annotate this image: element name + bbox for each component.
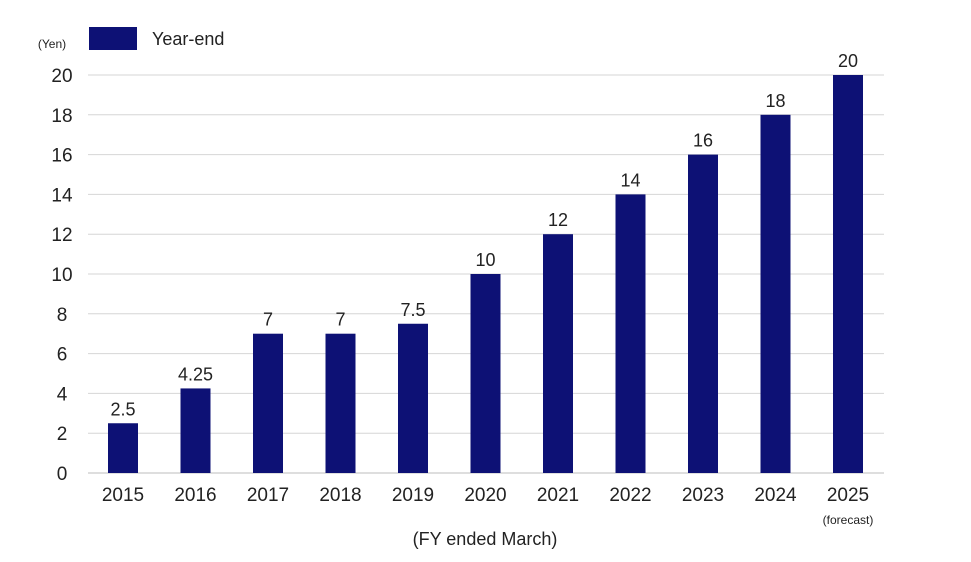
y-tick-label: 18 (51, 106, 72, 127)
x-tick-label: 2017 (247, 485, 289, 506)
y-tick-label: 4 (57, 384, 68, 405)
y-tick-label: 20 (51, 66, 72, 87)
x-tick-label: 2022 (609, 485, 651, 506)
data-label: 18 (765, 91, 785, 111)
data-label: 20 (838, 51, 858, 71)
data-label: 2.5 (110, 399, 135, 419)
x-tick-label: 2016 (174, 485, 216, 506)
bar (180, 388, 211, 473)
x-tick-label: 2024 (754, 485, 797, 506)
y-tick-label: 12 (51, 225, 72, 246)
y-tick-label: 8 (57, 305, 68, 326)
bar (615, 194, 646, 473)
x-axis-title: (FY ended March) (413, 529, 558, 549)
y-tick-label: 10 (51, 265, 72, 286)
x-tick-label: 2025 (827, 485, 869, 506)
data-label: 7.5 (400, 300, 425, 320)
x-tick-label: 2020 (464, 485, 506, 506)
x-tick-label: 2021 (537, 485, 579, 506)
x-tick-labels: 2015 2016 2017 2018 2019 2020 2021 2022 2023 2024… (102, 485, 873, 527)
data-label: 16 (693, 131, 713, 151)
y-tick-label: 14 (51, 185, 73, 206)
y-tick-label: 16 (51, 146, 72, 167)
data-label: 10 (475, 250, 495, 270)
x-tick-label: 2018 (319, 485, 361, 506)
bars (108, 75, 863, 474)
x-tick-note: (forecast) (823, 513, 874, 527)
bar (325, 333, 356, 473)
bar (688, 154, 718, 473)
bar (108, 423, 138, 473)
bar (470, 274, 501, 473)
y-axis-label: (Yen) (38, 37, 66, 51)
bar (253, 333, 283, 473)
bar (543, 234, 573, 473)
legend-swatch (89, 27, 137, 50)
data-label: 7 (335, 310, 345, 330)
bar (833, 75, 863, 473)
data-label: 7 (263, 310, 273, 330)
y-tick-label: 6 (57, 345, 68, 366)
data-label: 4.25 (178, 364, 213, 384)
x-tick-label: 2015 (102, 485, 144, 506)
legend-label: Year-end (152, 29, 224, 49)
bar (760, 114, 791, 474)
data-labels: 2.5 4.25 7 7 7.5 10 12 14 16 18 20 (110, 51, 858, 419)
y-tick-label: 2 (57, 424, 68, 445)
x-tick-label: 2019 (392, 485, 434, 506)
bar (398, 323, 428, 473)
y-tick-labels: 0 2 4 6 8 10 12 14 16 18 20 (51, 66, 73, 485)
data-label: 12 (548, 210, 568, 230)
data-label: 14 (620, 170, 640, 190)
x-tick-label: 2023 (682, 485, 724, 506)
y-tick-label: 0 (57, 464, 68, 485)
